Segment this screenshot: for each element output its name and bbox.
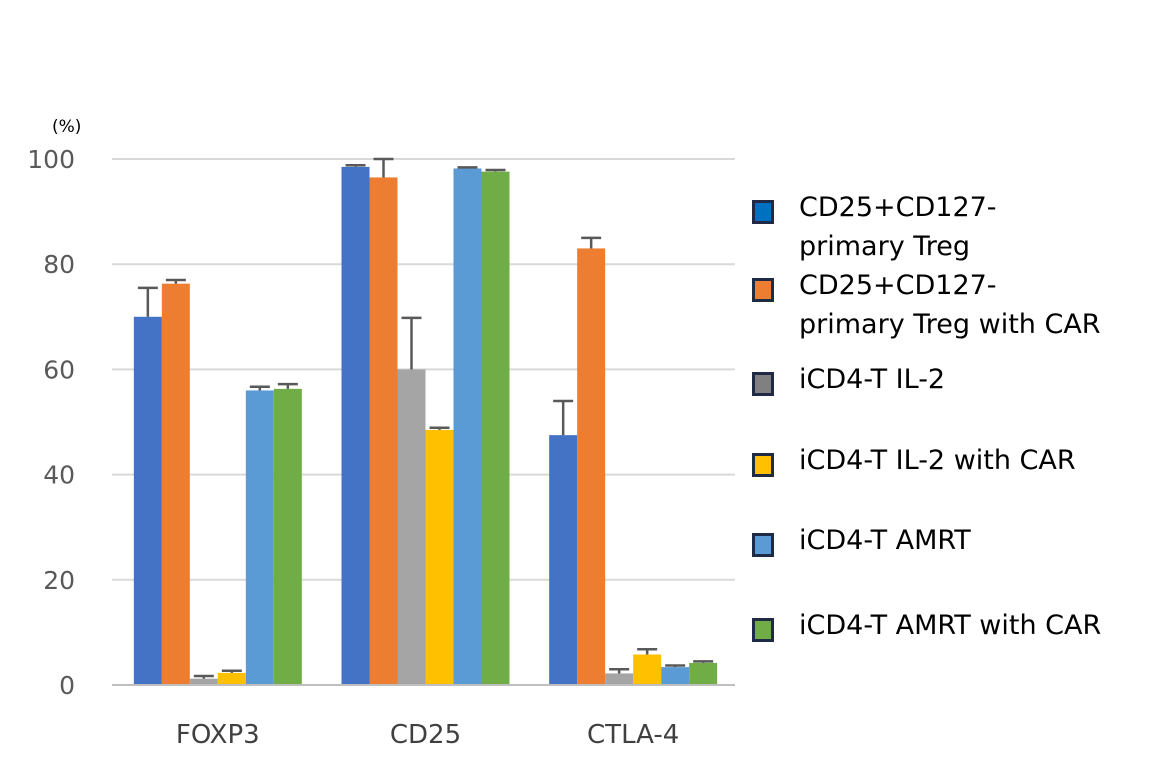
bar-ctla-4-series-3 [605,673,634,685]
y-tick-label: 20 [43,566,75,595]
y-unit-label: (%) [52,117,81,137]
legend-label: iCD4-T AMRT with CAR [799,606,1101,645]
bar-ctla-4-series-6 [689,662,718,685]
bar-foxp3-series-3 [189,678,218,685]
legend-item: iCD4-T IL-2 [752,360,945,399]
legend-swatch [752,618,774,642]
legend-swatch [752,200,774,224]
bar-foxp3-series-6 [273,388,302,685]
bar-foxp3-series-5 [245,390,274,685]
x-category-label: CD25 [390,720,461,750]
legend-label: iCD4-T AMRT [799,521,971,560]
legend-swatch [752,278,774,302]
bar-cd25-series-4 [425,429,454,685]
bars [133,157,718,686]
bar-ctla-4-series-4 [633,654,662,685]
legend-swatch [752,533,774,557]
y-tick-label: 60 [43,355,75,384]
y-tick-label: 80 [43,250,75,279]
legend-label-line: primary Treg with CAR [799,309,1101,340]
y-tick-label: 0 [59,671,75,700]
x-category-label: FOXP3 [176,720,260,750]
x-category-label: CTLA-4 [587,720,679,750]
legend-label-line: iCD4-T AMRT [799,525,971,556]
bar-cd25-series-1 [341,166,370,685]
legend-label-line: primary Treg [799,231,971,262]
bar-ctla-4-series-2 [577,248,606,686]
legend-label: iCD4-T IL-2 with CAR [799,441,1076,480]
legend-label-line: CD25+CD127- [799,270,997,301]
legend-label: CD25+CD127- primary Treg with CAR [799,266,1101,344]
y-tick-label: 100 [27,145,75,174]
legend-label-line: CD25+CD127- [799,192,997,223]
legend-item: iCD4-T IL-2 with CAR [752,441,1076,480]
bar-foxp3-series-2 [161,283,190,685]
legend-item: iCD4-T AMRT [752,521,971,560]
legend-label-line: iCD4-T AMRT with CAR [799,610,1102,641]
bar-cd25-series-3 [397,369,426,685]
bar-cd25-series-6 [481,171,510,685]
legend-label: CD25+CD127- primary Treg [799,188,997,266]
legend-swatch [752,372,774,396]
bar-cd25-series-5 [453,168,482,685]
y-tick-label: 40 [43,461,75,490]
bar-ctla-4-series-5 [661,667,690,685]
legend-label-line: iCD4-T IL-2 with CAR [799,445,1076,476]
legend-item: CD25+CD127- primary Treg [752,188,997,266]
bar-foxp3-series-1 [133,316,162,685]
legend-item: iCD4-T AMRT with CAR [752,606,1101,645]
bar-cd25-series-2 [369,177,398,685]
bar-ctla-4-series-1 [549,435,578,685]
legend-item: CD25+CD127- primary Treg with CAR [752,266,1101,344]
bar-foxp3-series-4 [217,672,246,685]
legend-label-line: iCD4-T IL-2 [799,364,946,395]
legend-label: iCD4-T IL-2 [799,360,945,399]
legend-swatch [752,453,774,477]
axes: 0 20 40 60 80 100 FOXP3 CD25 CTLA-4 [27,145,735,750]
